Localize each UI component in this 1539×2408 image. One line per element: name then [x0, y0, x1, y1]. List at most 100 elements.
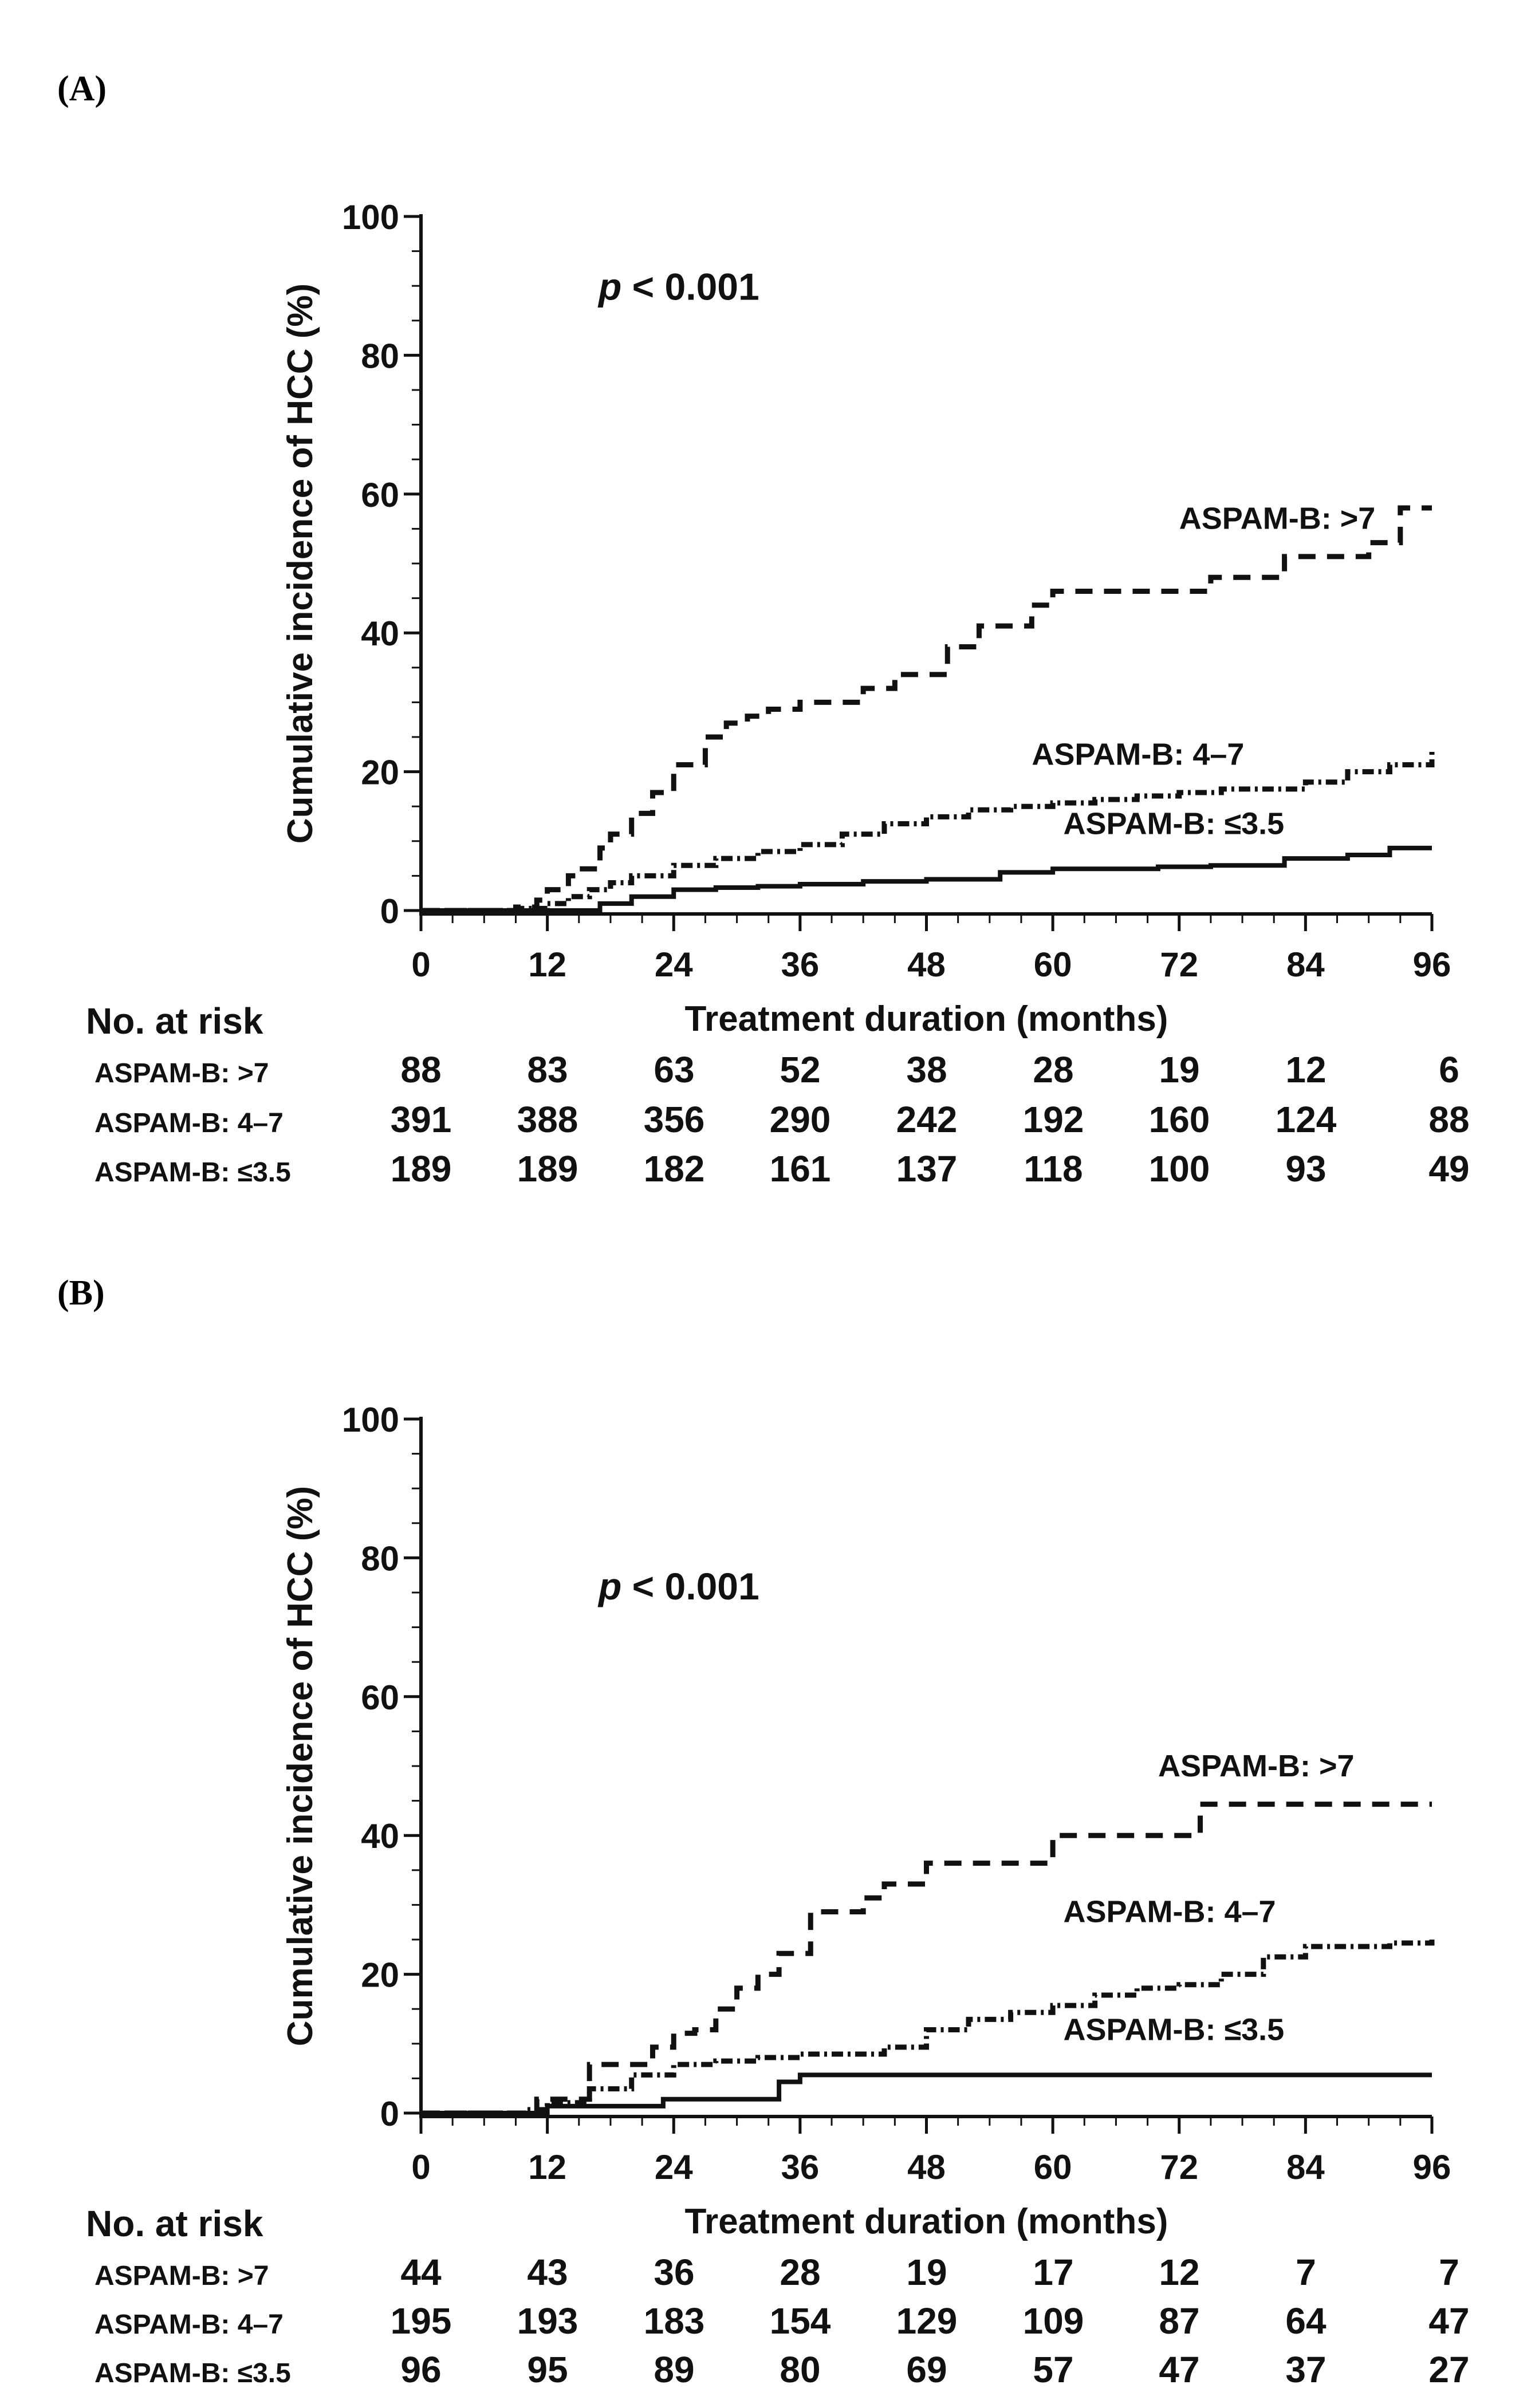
- risk-row-label: ASPAM-B: ≤3.5: [95, 1157, 291, 1188]
- chart-panel-a: (A) 0 20 40 60 80 100 0 12 24 36 48 60 72 84 96 Treatmen…: [57, 69, 1470, 1189]
- y-tick-label: 20: [361, 1956, 399, 1995]
- x-tick-label: 36: [781, 2148, 820, 2186]
- risk-count: 37: [1285, 2349, 1326, 2390]
- risk-count: 80: [780, 2349, 820, 2390]
- risk-row-label: ASPAM-B: ≤3.5: [95, 2358, 291, 2389]
- x-tick-label: 12: [528, 945, 566, 984]
- risk-count: 63: [654, 1049, 694, 1090]
- risk-row-label: ASPAM-B: 4–7: [95, 1108, 284, 1138]
- risk-count: 83: [527, 1049, 568, 1090]
- x-tick-label: 24: [655, 2148, 693, 2186]
- risk-count: 43: [527, 2252, 568, 2293]
- chart-panel-b: (B) 0 20 40 60 80 100 0 12 24 36 48 60 72 84 96 Treatmen…: [57, 1274, 1470, 2390]
- series-label-le3p5: ASPAM-B: ≤3.5: [1064, 807, 1285, 841]
- risk-count: 124: [1276, 1099, 1337, 1140]
- y-tick-label: 60: [361, 476, 399, 514]
- x-tick-label: 48: [907, 2148, 946, 2186]
- risk-count: 100: [1149, 1148, 1210, 1189]
- x-tick-label: 36: [781, 945, 820, 984]
- risk-count: 109: [1023, 2300, 1084, 2342]
- y-tick-label: 0: [380, 2095, 399, 2133]
- risk-count: 57: [1033, 2349, 1073, 2390]
- risk-count: 192: [1023, 1099, 1084, 1140]
- x-axis-title: Treatment duration (months): [685, 2202, 1168, 2241]
- y-tick-label: 100: [342, 1401, 399, 1439]
- x-axis-title: Treatment duration (months): [685, 999, 1168, 1039]
- risk-count: 7: [1296, 2252, 1316, 2293]
- x-tick-label: 0: [411, 2148, 430, 2186]
- x-tick-label: 60: [1034, 2148, 1072, 2186]
- y-tick-label: 60: [361, 1678, 399, 1717]
- risk-count: 89: [654, 2349, 694, 2390]
- x-tick-label: 72: [1160, 945, 1198, 984]
- risk-row-label: ASPAM-B: >7: [95, 1058, 269, 1089]
- x-tick-label: 48: [907, 945, 946, 984]
- risk-count: 49: [1428, 1148, 1469, 1189]
- p-value-rest: < 0.001: [621, 1565, 759, 1607]
- risk-count: 195: [391, 2300, 452, 2342]
- y-tick-label: 40: [361, 614, 399, 653]
- x-tick-label: 84: [1286, 2148, 1325, 2186]
- y-tick-label: 20: [361, 754, 399, 792]
- y-tick-label: 80: [361, 337, 399, 375]
- p-value-annotation: p < 0.001: [597, 1565, 759, 1607]
- risk-count: 88: [400, 1049, 441, 1090]
- series-label-4to7: ASPAM-B: 4–7: [1032, 737, 1244, 771]
- x-tick-label: 60: [1034, 945, 1072, 984]
- risk-count: 356: [644, 1099, 705, 1140]
- y-tick-label: 40: [361, 1817, 399, 1855]
- risk-count: 189: [391, 1148, 452, 1189]
- risk-count: 129: [896, 2300, 958, 2342]
- series-label-le3p5: ASPAM-B: ≤3.5: [1064, 2013, 1285, 2047]
- series-line-gt7: [421, 505, 1432, 913]
- risk-count: 242: [896, 1099, 958, 1140]
- risk-count: 47: [1428, 2300, 1469, 2342]
- risk-count: 93: [1285, 1148, 1326, 1189]
- risk-table-title: No. at risk: [86, 2203, 263, 2244]
- risk-count: 290: [770, 1099, 831, 1140]
- risk-row-label: ASPAM-B: 4–7: [95, 2310, 284, 2340]
- risk-count: 183: [644, 2300, 705, 2342]
- p-value-annotation: p < 0.001: [597, 265, 759, 308]
- risk-count: 38: [906, 1049, 947, 1090]
- risk-count: 47: [1159, 2349, 1199, 2390]
- x-tick-label: 96: [1413, 2148, 1451, 2186]
- series-label-gt7: ASPAM-B: >7: [1179, 501, 1376, 535]
- risk-count: 52: [780, 1049, 820, 1090]
- risk-count: 7: [1439, 2252, 1459, 2293]
- risk-count: 88: [1428, 1099, 1469, 1140]
- risk-count: 36: [654, 2252, 694, 2293]
- x-tick-label: 96: [1413, 945, 1451, 984]
- y-tick-label: 0: [380, 892, 399, 931]
- risk-count: 388: [517, 1099, 578, 1140]
- risk-count: 118: [1024, 1148, 1083, 1189]
- p-value-italic: p: [597, 1565, 621, 1607]
- series-label-4to7: ASPAM-B: 4–7: [1064, 1895, 1276, 1929]
- series-line-4to7: [421, 1940, 1435, 2116]
- risk-count: 182: [644, 1148, 705, 1189]
- panel-label: (A): [57, 69, 107, 108]
- risk-count: 87: [1159, 2300, 1199, 2342]
- y-tick-label: 100: [342, 198, 399, 237]
- series-line-gt7: [421, 1802, 1432, 2116]
- y-tick-label: 80: [361, 1539, 399, 1578]
- risk-row-label: ASPAM-B: >7: [95, 2261, 269, 2291]
- series-line-le3p5: [421, 2072, 1432, 2115]
- risk-count: 69: [906, 2349, 947, 2390]
- risk-count: 137: [896, 1148, 958, 1189]
- risk-count: 19: [906, 2252, 947, 2293]
- p-value-italic: p: [597, 265, 621, 308]
- risk-count: 64: [1285, 2300, 1327, 2342]
- risk-count: 6: [1439, 1049, 1459, 1090]
- series-label-gt7: ASPAM-B: >7: [1158, 1749, 1355, 1783]
- risk-count: 154: [770, 2300, 831, 2342]
- x-tick-label: 24: [655, 945, 693, 984]
- x-tick-label: 12: [528, 2148, 566, 2186]
- series-line-le3p5: [421, 845, 1432, 913]
- x-tick-label: 0: [411, 945, 430, 984]
- risk-count: 12: [1285, 1049, 1326, 1090]
- risk-count: 96: [400, 2349, 441, 2390]
- y-axis-title: Cumulative incidence of HCC (%): [281, 283, 320, 844]
- risk-count: 12: [1159, 2252, 1199, 2293]
